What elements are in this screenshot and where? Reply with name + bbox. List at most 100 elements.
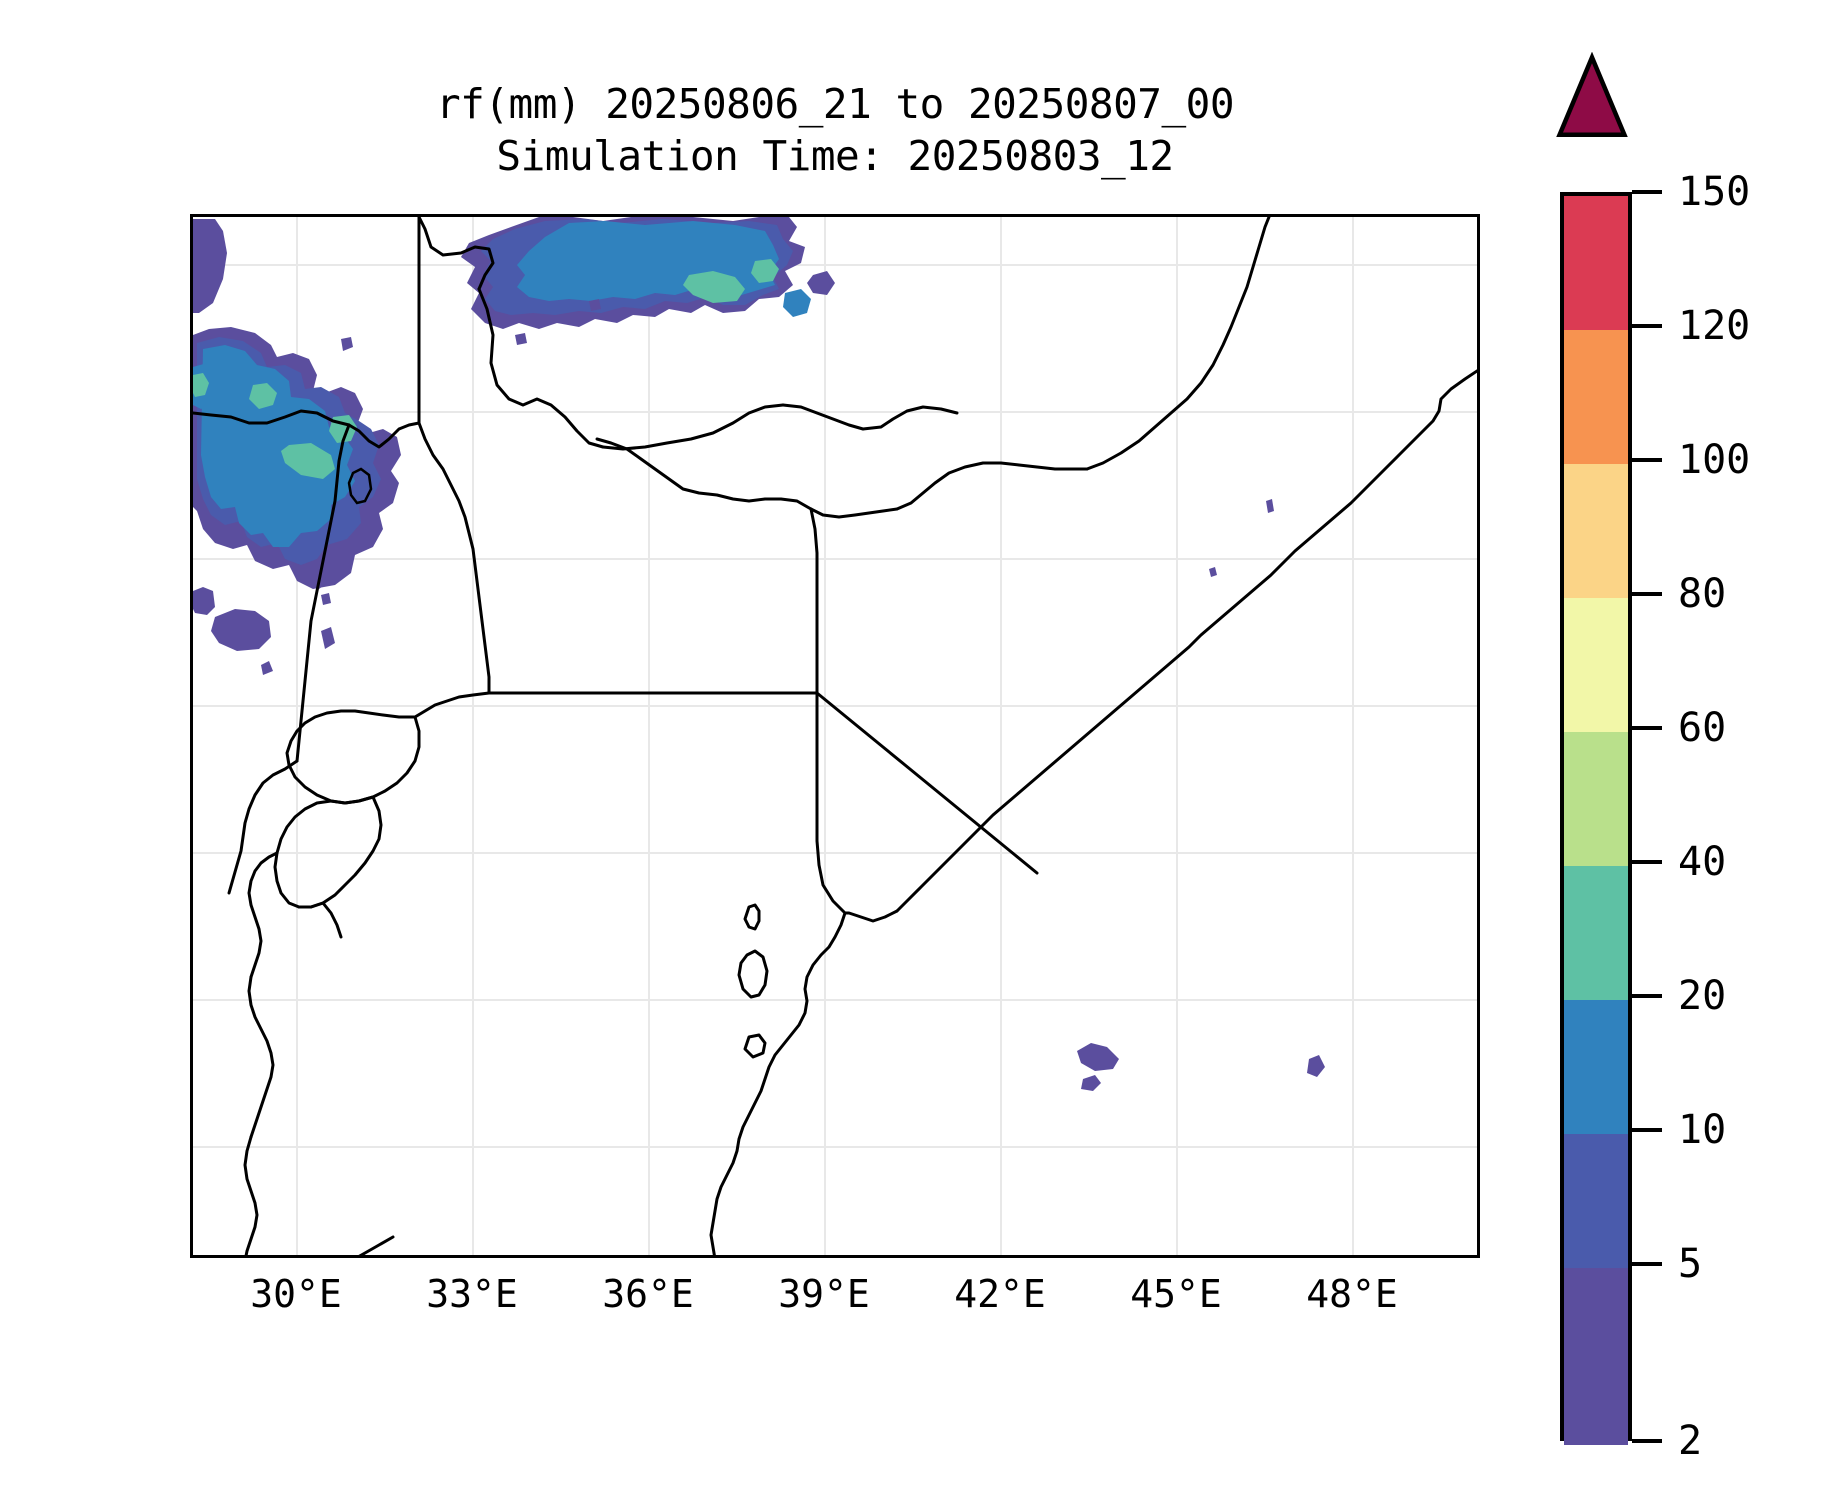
colorbar-tick-150 [1632,190,1662,194]
rain-contour-ocean-2 [1081,1075,1101,1091]
colorbar-tick-100 [1632,458,1662,462]
rain-contour-eth-10mm-b [783,289,811,317]
border-ethiopia-west [477,287,605,449]
rain-contour-ocean-3 [1307,1055,1325,1077]
rain-contour-drc-20mm-core1 [249,383,277,409]
colorbar-label-80: 80 [1678,571,1727,617]
colorbar-tick-2 [1632,1439,1662,1443]
colorbar-band-2-5 [1564,1268,1628,1445]
chart-title: rf(mm) 20250806_21 to 20250807_00 Simula… [190,78,1480,183]
rain-speckle-ug-3 [261,661,273,675]
rain-contour-uganda-patch [211,609,271,651]
border-kenya-somalia [809,507,847,915]
colorbar-band-5-10 [1564,1134,1628,1268]
colorbar-tick-5 [1632,1262,1662,1266]
border-burundi [273,795,383,909]
gridline-lon-45 [1176,217,1178,1255]
rain-speckle-nw-1 [341,337,353,351]
title-line-1: rf(mm) 20250806_21 to 20250807_00 [435,80,1235,128]
colorbar-label-20: 20 [1678,973,1727,1019]
xtick-label-33E: 33°E [426,1272,518,1316]
colorbar-label-120: 120 [1678,303,1751,349]
border-tanzania-south [247,975,275,1139]
map-borders-layer [193,217,1477,1258]
colorbar-label-10: 10 [1678,1107,1727,1153]
rain-speckle-eth-1 [807,271,835,295]
border-rwanda [285,709,421,805]
rain-contour-drc-10mm [201,345,355,547]
map-plot-area [193,217,1477,1255]
colorbar-label-40: 40 [1678,839,1727,885]
border-drc-rwanda [227,759,299,895]
xtick-label-42E: 42°E [954,1272,1046,1316]
colorbar-extend-arrow-icon [1556,52,1628,138]
lakes-layer [347,467,373,505]
colorbar-tick-20 [1632,994,1662,998]
border-drc-sudan [193,409,351,427]
xtick-label-45E: 45°E [1130,1272,1222,1316]
rain-speckle-e-1 [1266,499,1274,513]
colorbar-label-150: 150 [1678,169,1751,215]
colorbar-band-10-20 [1564,1000,1628,1134]
border-tanzania-malawi [358,1235,395,1255]
border-tanzania-zambia [213,1257,351,1258]
lake-albert [347,467,373,505]
coastline-somalia [895,369,1477,913]
gridline-lon-30 [296,217,298,1255]
colorbar-label-2: 2 [1678,1418,1703,1464]
rain-speckle-eth-3 [515,333,527,345]
colorbar-bands [1560,192,1632,1445]
colorbar[interactable]: 150 120 100 80 60 40 20 10 5 2 [1556,52,1820,1464]
colorbar-label-100: 100 [1678,437,1751,483]
colorbar-tick-40 [1632,860,1662,864]
gridline-lat-7.5S [193,1146,1477,1148]
gridline-lon-36 [648,217,650,1255]
colorbar-band-20-40 [1564,866,1628,1000]
gridline-lon-39 [824,217,826,1255]
border-burundi-tz-lower [297,901,343,939]
border-drc-uganda [347,217,421,449]
xtick-label-48E: 48°E [1306,1272,1398,1316]
colorbar-label-60: 60 [1678,705,1727,751]
title-line-2: Simulation Time: 20250803_12 [496,132,1174,181]
colorbar-tick-80 [1632,592,1662,596]
rain-speckle-eth-2 [589,299,601,311]
coastline-kenya [843,909,899,923]
colorbar-tick-60 [1632,726,1662,730]
xtick-label-30E: 30°E [250,1272,342,1316]
gridline-lat-2.5N [193,558,1477,560]
border-eth-djibouti [861,405,959,431]
border-somalia-north-coast [1085,217,1271,471]
rain-speckle-ug-2 [321,627,335,649]
colorbar-label-5: 5 [1678,1241,1703,1287]
gridline-lat-0 [193,705,1477,707]
colorbar-band-80-100 [1564,464,1628,598]
gridline-lat-5S [193,999,1477,1001]
gridline-lat-5N [193,411,1477,413]
rain-speckle-nw-2 [321,593,331,605]
map-axes[interactable] [190,214,1480,1258]
colorbar-band-120-150 [1564,196,1628,330]
coastline-kenya-tanzania [709,911,847,1255]
rain-contour-border-patch [193,587,215,615]
border-eth-sudan-upper [601,403,785,451]
rain-contour-eth-20mm-core1 [683,271,745,303]
border-south-sudan-north [417,217,495,291]
border-burundi-drc [247,851,279,979]
rain-contour-eth-20mm-core2 [751,259,779,283]
colorbar-band-60-80 [1564,598,1628,732]
gridline-lat-7.5N [193,264,1477,266]
rain-contour-drc-2mm [193,219,227,313]
colorbar-tick-120 [1632,324,1662,328]
rain-speckle-e-2 [1209,567,1217,577]
gridline-lon-48 [1352,217,1354,1255]
rainfall-contour-layer [193,217,1477,1258]
xtick-label-36E: 36°E [602,1272,694,1316]
border-drc-uganda-2 [295,423,351,763]
border-eth-kenya-east [809,507,899,519]
island-pemba [743,903,761,931]
border-kenya-ethiopia [595,437,813,511]
colorbar-band-40-60 [1564,732,1628,866]
border-eth-somalia-north [895,461,1089,511]
